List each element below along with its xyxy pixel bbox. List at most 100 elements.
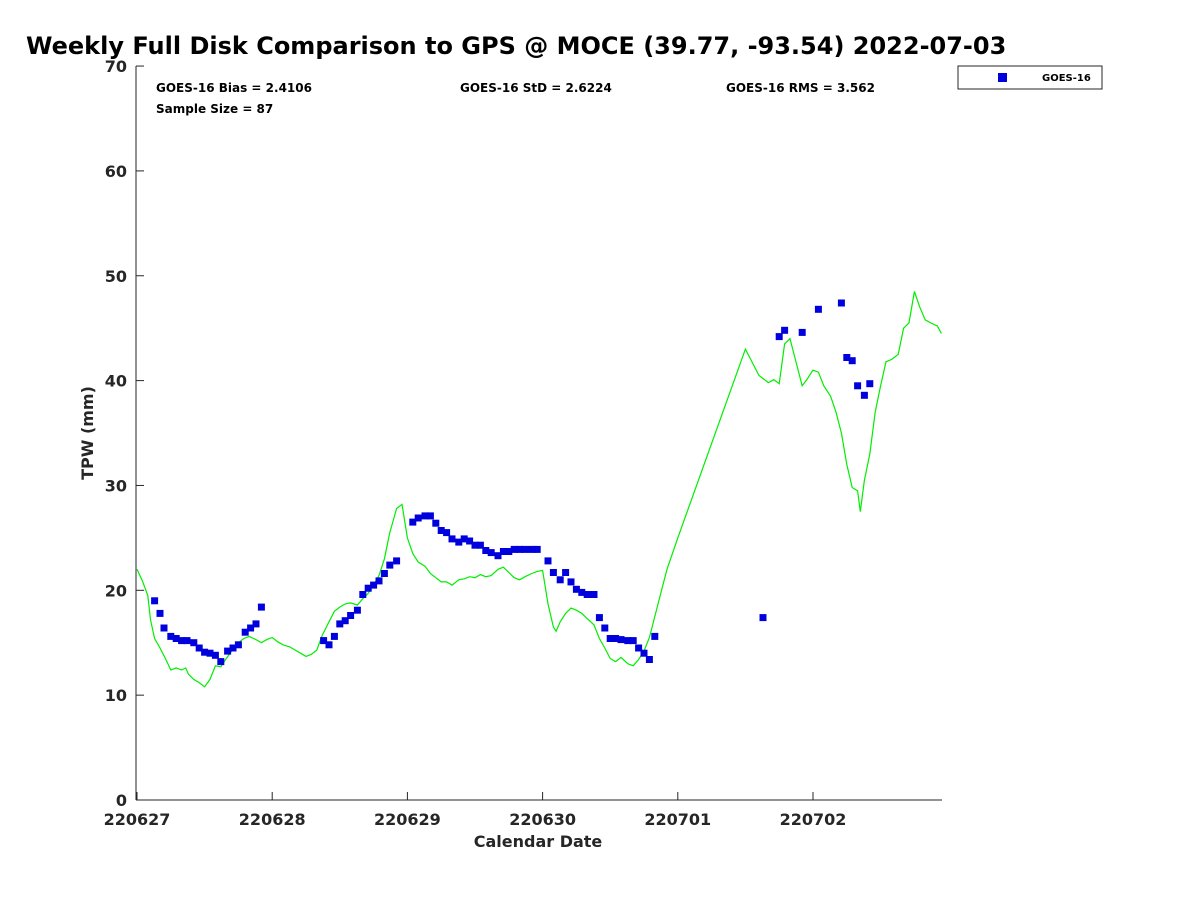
x-tick-label: 220701 (644, 810, 711, 829)
goes16-point (487, 549, 495, 557)
goes16-point (533, 545, 541, 553)
goes16-point (448, 535, 456, 543)
x-tick-label: 220627 (104, 810, 171, 829)
goes16-point (583, 591, 591, 598)
goes16-point (499, 548, 507, 555)
goes16-point (167, 632, 175, 640)
goes16-point (336, 620, 344, 628)
goes16-point (432, 519, 440, 527)
goes16-point (393, 557, 401, 565)
goes16-point (759, 614, 767, 622)
goes16-point (421, 512, 429, 520)
legend-marker-goes16 (998, 73, 1007, 82)
goes16-point (437, 527, 445, 534)
goes16-point (151, 597, 159, 605)
x-tick-label: 220629 (374, 810, 441, 829)
goes16-point (190, 639, 198, 647)
goes16-point (866, 380, 874, 388)
y-axis-label: TPW (mm) (78, 386, 97, 480)
goes16-point (544, 557, 552, 565)
goes16-point (364, 584, 372, 592)
goes16-point (549, 569, 557, 576)
goes16-point (353, 606, 361, 614)
legend-box (957, 65, 1103, 90)
goes16-point (386, 561, 394, 569)
x-tick-label: 220630 (509, 810, 576, 829)
goes16-point (601, 624, 609, 632)
goes16-point (837, 299, 845, 307)
goes16-point (651, 632, 659, 640)
goes16-point (476, 541, 484, 549)
gps-series (136, 291, 942, 688)
goes16-point (156, 609, 164, 617)
goes16-point (590, 591, 598, 598)
goes16-point (178, 637, 186, 645)
goes16-point (528, 545, 536, 553)
goes16-point (516, 545, 524, 553)
goes16-point (217, 658, 225, 666)
goes16-point (494, 552, 502, 560)
goes16-point (414, 514, 422, 522)
bias-stat: GOES-16 Bias = 2.4106 (156, 81, 312, 95)
goes16-point (380, 570, 388, 577)
x-ticks: 220627 220628 220629 220630 220701 220702 (104, 792, 846, 829)
goes16-point (183, 637, 191, 645)
x-tick-label: 220628 (239, 810, 306, 829)
goes16-point (562, 569, 570, 576)
goes16-point (854, 382, 862, 390)
goes16-point (195, 644, 203, 652)
goes16-point (426, 512, 434, 520)
goes16-point (617, 636, 625, 644)
legend: GOES-16 (957, 65, 1103, 90)
goes16-point (409, 518, 417, 526)
goes16-point (578, 588, 586, 596)
rms-stat: GOES-16 RMS = 3.562 (726, 81, 875, 95)
goes16-point (482, 547, 490, 554)
goes16-point (521, 545, 529, 553)
goes16-point (241, 628, 249, 636)
goes16-point (201, 648, 209, 656)
goes16-point (606, 635, 614, 642)
goes16-point (160, 624, 168, 632)
goes16-point (341, 617, 349, 625)
plot-area (135, 66, 942, 801)
goes16-point (848, 357, 856, 365)
chart-title: Weekly Full Disk Comparison to GPS @ MOC… (26, 32, 1006, 60)
goes16-point (211, 651, 219, 659)
goes16-point (814, 305, 822, 313)
gps-line (136, 291, 942, 688)
goes16-point (375, 577, 383, 585)
y-tick-label: 50 (105, 267, 127, 286)
y-tick-label: 60 (105, 162, 127, 181)
goes16-point (443, 529, 451, 537)
goes16-point (572, 585, 580, 593)
goes16-series (151, 299, 874, 666)
goes16-point (330, 632, 338, 640)
goes16-point (229, 644, 237, 652)
goes16-point (224, 647, 232, 655)
goes16-point (172, 635, 180, 642)
goes16-point (466, 537, 474, 545)
y-tick-label: 40 (105, 372, 127, 391)
y-tick-label: 10 (105, 686, 127, 705)
goes16-point (781, 326, 789, 334)
goes16-point (843, 354, 851, 361)
goes16-point (234, 641, 242, 649)
goes16-point (320, 637, 328, 645)
goes16-point (325, 641, 333, 649)
x-axis-label: Calendar Date (474, 832, 603, 851)
goes16-point (595, 614, 603, 622)
goes16-point (775, 333, 783, 341)
goes16-point (510, 545, 518, 553)
goes16-point (252, 620, 260, 628)
goes16-point (455, 538, 463, 546)
goes16-point (645, 656, 653, 663)
goes16-point (624, 637, 632, 645)
goes16-point (860, 391, 868, 399)
y-ticks: 0 10 20 30 40 50 60 70 (105, 57, 144, 810)
goes16-point (460, 535, 468, 543)
goes16-point (370, 581, 378, 589)
goes16-point (612, 635, 620, 642)
